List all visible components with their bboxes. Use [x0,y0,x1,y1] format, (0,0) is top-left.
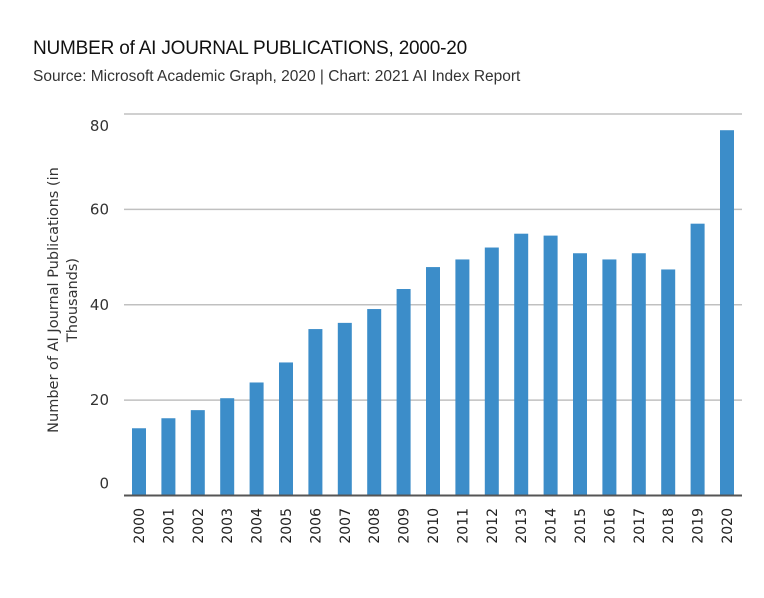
y-tick-label: 0 [99,475,109,493]
bar-2005 [279,362,293,496]
bar-2004 [249,382,264,496]
y-tick-label: 20 [90,391,109,409]
x-tick-label: 2000 [132,508,148,544]
bar-2000 [132,428,146,496]
x-tick-label: 2018 [661,508,677,544]
y-axis-title-line-1: Number of AI Journal Publications (in [46,167,62,433]
x-tick-label: 2017 [632,508,648,544]
y-axis-ticks: 0 20 40 60 80 [90,117,109,493]
bar-2003 [220,398,235,496]
x-tick-label: 2014 [544,508,560,544]
bar-2016 [602,259,617,496]
x-tick-label: 2020 [720,508,736,544]
x-tick-label: 2011 [455,508,471,544]
x-tick-label: 2005 [279,508,295,544]
y-tick-label: 60 [90,200,109,218]
y-axis-title: Number of AI Journal Publications (in Th… [46,167,81,433]
bar-2013 [514,233,529,496]
bar-2020 [720,130,734,496]
x-tick-label: 2008 [367,508,383,544]
bars [132,130,734,496]
x-tick-label: 2013 [514,508,530,544]
x-tick-label: 2009 [397,508,413,544]
x-tick-label: 2016 [602,508,618,544]
x-tick-label: 2003 [220,508,236,544]
bar-2006 [308,329,323,496]
x-tick-label: 2004 [250,508,266,544]
x-tick-label: 2001 [161,508,177,544]
x-tick-label: 2015 [573,508,589,544]
bar-2017 [631,253,646,496]
bar-2009 [396,289,411,496]
x-tick-label: 2010 [426,508,442,544]
bar-2008 [367,309,382,496]
y-tick-label: 80 [90,117,109,135]
x-tick-label: 2002 [191,508,207,544]
x-tick-label: 2007 [338,508,354,544]
bar-2010 [426,267,440,496]
bar-2007 [337,322,352,496]
bar-2001 [161,418,176,496]
bar-2019 [690,223,705,496]
x-tick-label: 2019 [691,508,707,544]
x-axis-ticks: 2000 2001 2002 2003 2004 2005 2006 2007 2008 2009… [132,508,736,544]
bar-2002 [190,410,205,496]
bar-2015 [573,253,587,496]
chart-title: NUMBER of AI JOURNAL PUBLICATIONS, 2000-… [33,38,468,59]
x-tick-label: 2006 [308,508,324,544]
y-axis-title-line-2: Thousands) [65,258,81,343]
chart-subtitle: Source: Microsoft Academic Graph, 2020 |… [33,68,521,85]
bar-2011 [455,259,470,496]
bar-2012 [484,247,499,496]
x-tick-label: 2012 [485,508,501,544]
bar-2014 [543,235,558,496]
y-tick-label: 40 [90,296,109,314]
bar-2018 [661,269,676,496]
